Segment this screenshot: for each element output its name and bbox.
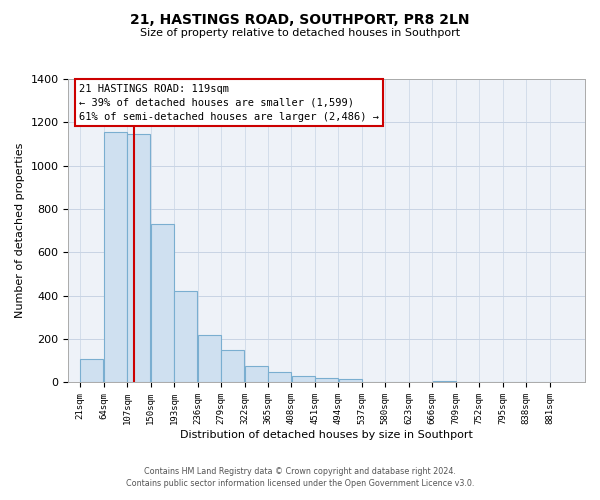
Text: Contains HM Land Registry data © Crown copyright and database right 2024.
Contai: Contains HM Land Registry data © Crown c… xyxy=(126,466,474,487)
Text: 21, HASTINGS ROAD, SOUTHPORT, PR8 2LN: 21, HASTINGS ROAD, SOUTHPORT, PR8 2LN xyxy=(130,12,470,26)
Bar xyxy=(151,224,174,382)
Bar xyxy=(292,376,315,382)
Text: Size of property relative to detached houses in Southport: Size of property relative to detached ho… xyxy=(140,28,460,38)
Bar xyxy=(221,350,244,382)
Bar xyxy=(315,378,338,382)
Bar xyxy=(80,358,103,382)
Bar xyxy=(197,335,221,382)
Bar xyxy=(268,372,292,382)
Bar xyxy=(338,379,362,382)
Bar xyxy=(245,366,268,382)
Bar xyxy=(104,132,127,382)
X-axis label: Distribution of detached houses by size in Southport: Distribution of detached houses by size … xyxy=(180,430,473,440)
Bar xyxy=(127,134,151,382)
Y-axis label: Number of detached properties: Number of detached properties xyxy=(15,143,25,318)
Bar xyxy=(174,292,197,382)
Text: 21 HASTINGS ROAD: 119sqm
← 39% of detached houses are smaller (1,599)
61% of sem: 21 HASTINGS ROAD: 119sqm ← 39% of detach… xyxy=(79,84,379,122)
